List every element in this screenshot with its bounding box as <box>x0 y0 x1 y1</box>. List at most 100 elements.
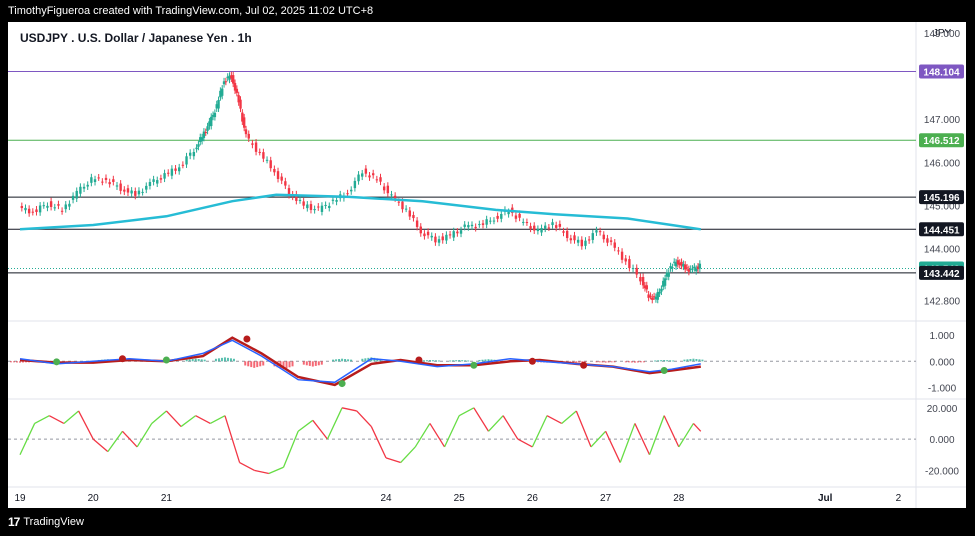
macd-histogram-bar <box>291 361 294 367</box>
candle-body <box>606 238 609 243</box>
macd-histogram-bar <box>642 361 645 363</box>
macd-histogram-bar <box>686 359 689 362</box>
candle-body <box>188 152 192 156</box>
candle-body <box>463 224 466 227</box>
oscillator-segment <box>180 415 197 428</box>
oscillator-segment <box>356 410 372 428</box>
candle-body <box>609 240 613 242</box>
macd-histogram-bar <box>422 360 425 362</box>
macd-histogram-bar <box>584 361 587 363</box>
candle-body <box>112 179 115 182</box>
candle-body <box>694 268 698 272</box>
macd-histogram-bar <box>478 359 481 362</box>
macd-tick-label: -1.000 <box>928 384 957 395</box>
macd-histogram-bar <box>657 360 660 362</box>
candle-body <box>522 221 525 223</box>
candle-body <box>68 203 71 207</box>
macd-histogram-bar <box>223 357 226 362</box>
chart-svg[interactable]: USDJPY . U.S. Dollar / Japanese Yen . 1h… <box>8 22 975 508</box>
candle-body <box>663 278 667 286</box>
candle-body <box>467 225 470 228</box>
candle-body <box>31 211 35 213</box>
candle-body <box>200 137 204 142</box>
oscillator-segment <box>605 430 621 463</box>
x-tick-label: 19 <box>14 493 26 504</box>
candle-body <box>204 132 207 134</box>
macd-cross-marker <box>243 335 251 343</box>
macd-histogram-bar <box>452 360 455 362</box>
candle-body <box>485 219 488 225</box>
macd-histogram-bar <box>630 361 633 363</box>
candle-body <box>346 193 349 195</box>
candle-body <box>645 285 648 290</box>
candle-body <box>676 260 680 265</box>
x-tick-label: 2 <box>896 493 902 504</box>
candle-body <box>226 76 229 78</box>
candle-body <box>254 142 258 152</box>
candle-body <box>97 177 100 179</box>
candle-body <box>221 88 224 96</box>
candle-body <box>231 75 235 84</box>
candle-body <box>569 238 573 241</box>
candle-body <box>696 266 700 270</box>
macd-histogram-bar <box>229 358 232 362</box>
macd-histogram-bar <box>282 361 285 370</box>
candle-body <box>631 268 635 270</box>
candle-body <box>667 272 670 277</box>
candle-body <box>660 288 663 292</box>
macd-histogram-bar <box>461 360 464 362</box>
candle-body <box>562 231 565 233</box>
macd-histogram-bar <box>569 361 572 363</box>
candle-body <box>313 209 316 211</box>
x-tick-label: 25 <box>454 493 466 504</box>
oscillator-segment <box>488 415 504 432</box>
macd-cross-marker <box>162 356 170 364</box>
tradingview-brand[interactable]: 17 TradingView <box>8 515 84 529</box>
candle-body <box>244 129 248 135</box>
candle-body <box>674 262 678 267</box>
candle-body <box>262 152 265 159</box>
price-level-label: 145.196 <box>923 193 960 204</box>
x-tick-label: 20 <box>88 493 100 504</box>
candle-body <box>558 223 562 227</box>
macd-histogram-bar <box>663 360 666 362</box>
price-level-label: 143.442 <box>923 269 960 280</box>
tradingview-brand-name: TradingView <box>23 516 84 528</box>
candle-body <box>641 276 645 286</box>
candle-body <box>628 259 631 269</box>
candle-body <box>178 167 181 172</box>
candle-body <box>276 171 280 179</box>
candle-body <box>195 147 198 150</box>
candle-body <box>654 296 658 300</box>
macd-histogram-bar <box>332 359 335 362</box>
candle-body <box>481 223 485 225</box>
candle-body <box>287 188 291 196</box>
candle-body <box>217 100 220 109</box>
macd-tick-label: 1.000 <box>929 331 954 342</box>
macd-histogram-bar <box>259 361 262 367</box>
oscillator-segment <box>224 415 241 463</box>
macd-histogram-bar <box>633 361 636 363</box>
candle-body <box>565 230 569 239</box>
macd-histogram-bar <box>288 361 291 368</box>
candle-body <box>448 234 452 236</box>
oscillator-tick-label: 20.000 <box>927 404 958 415</box>
candle-body <box>404 208 408 210</box>
macd-histogram-bar <box>338 359 341 362</box>
oscillator-segment <box>443 415 460 448</box>
candle-body <box>639 276 642 282</box>
macd-histogram-bar <box>437 360 440 362</box>
candle-body <box>437 239 441 243</box>
macd-cross-marker <box>580 361 588 369</box>
macd-cross-marker <box>528 357 536 365</box>
footer-bar: 17 TradingView <box>0 508 975 536</box>
candle-body <box>202 131 206 138</box>
candle-body <box>38 205 42 213</box>
price-level-badge <box>919 133 964 148</box>
macd-histogram-bar <box>203 359 206 362</box>
candle-body <box>368 175 371 178</box>
candle-body <box>298 199 302 201</box>
macd-histogram-bar <box>247 361 250 367</box>
oscillator-segment <box>165 410 182 428</box>
oscillator-segment <box>195 415 211 425</box>
